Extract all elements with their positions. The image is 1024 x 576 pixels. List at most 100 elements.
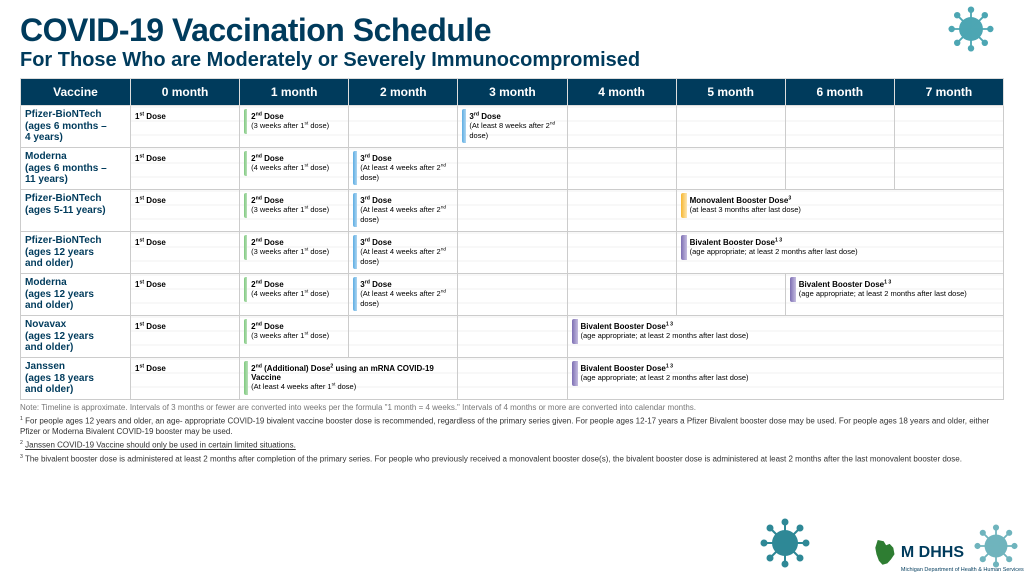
schedule-cell [676, 106, 785, 148]
dose-block: 3rd Dose(At least 4 weeks after 2nd dose… [353, 151, 453, 185]
schedule-cell: 1st Dose [131, 148, 240, 190]
dose-block: Bivalent Booster Dose1 3(age appropriate… [681, 235, 863, 260]
schedule-cell: 1st Dose [131, 190, 240, 232]
schedule-cell: 1st Dose [131, 358, 240, 400]
footnote: 2 Janssen COVID-19 Vaccine should only b… [20, 440, 1004, 451]
schedule-cell [676, 148, 785, 190]
virus-icon [948, 6, 994, 52]
schedule-cell [349, 316, 458, 358]
dose-block: 3rd Dose(At least 4 weeks after 2nd dose… [353, 235, 453, 269]
schedule-cell [567, 190, 676, 232]
footnote: 1 For people ages 12 years and older, an… [20, 416, 1004, 438]
dose-block: 2nd Dose(3 weeks after 1st dose) [244, 109, 334, 134]
vaccine-name-cell: Janssen(ages 18 yearsand older) [21, 358, 131, 400]
mdhhs-subtext: Michigan Department of Health & Human Se… [901, 567, 1024, 573]
table-row: Moderna(ages 12 yearsand older) 1st Dose 2… [21, 274, 1004, 316]
vaccine-name-cell: Moderna(ages 12 yearsand older) [21, 274, 131, 316]
vaccine-name-cell: Pfizer-BioNTech(ages 12 yearsand older) [21, 232, 131, 274]
schedule-cell [894, 106, 1003, 148]
schedule-cell: 1st Dose [131, 274, 240, 316]
dose-block: 2nd (Additional) Dose2 using an mRNA COV… [244, 361, 453, 395]
schedule-cell: Bivalent Booster Dose1 3(age appropriate… [567, 316, 1004, 358]
table-row: Novavax(ages 12 yearsand older) 1st Dose 2… [21, 316, 1004, 358]
dose-block: 1st Dose [135, 319, 171, 334]
schedule-cell: Bivalent Booster Dose1 3(age appropriate… [567, 358, 1004, 400]
vaccine-name-cell: Pfizer-BioNTech(ages 5-11 years) [21, 190, 131, 232]
dose-block: 1st Dose [135, 151, 171, 166]
timeline-note: Note: Timeline is approximate. Intervals… [20, 403, 1004, 412]
column-header: 4 month [567, 79, 676, 106]
column-header: 2 month [349, 79, 458, 106]
column-header: 6 month [785, 79, 894, 106]
schedule-cell [458, 316, 567, 358]
schedule-cell [458, 358, 567, 400]
schedule-cell: 3rd Dose(At least 4 weeks after 2nd dose… [349, 274, 458, 316]
vaccine-name-cell: Novavax(ages 12 yearsand older) [21, 316, 131, 358]
footnote: 3 The bivalent booster dose is administe… [20, 454, 1004, 465]
schedule-cell: Bivalent Booster Dose1 3(age appropriate… [785, 274, 1003, 316]
schedule-cell: 3rd Dose(At least 4 weeks after 2nd dose… [349, 232, 458, 274]
dose-block: Bivalent Booster Dose1 3(age appropriate… [572, 361, 754, 386]
schedule-cell [567, 106, 676, 148]
schedule-cell [349, 106, 458, 148]
dose-block: 2nd Dose(3 weeks after 1st dose) [244, 235, 334, 260]
column-header: 3 month [458, 79, 567, 106]
schedule-cell: 2nd Dose(4 weeks after 1st dose) [240, 148, 349, 190]
schedule-cell: 2nd Dose(3 weeks after 1st dose) [240, 316, 349, 358]
schedule-cell: Bivalent Booster Dose1 3(age appropriate… [676, 232, 1003, 274]
schedule-cell: 3rd Dose(At least 8 weeks after 2nd dose… [458, 106, 567, 148]
column-header: 0 month [131, 79, 240, 106]
dose-block: Bivalent Booster Dose1 3(age appropriate… [572, 319, 754, 344]
schedule-cell: 2nd Dose(3 weeks after 1st dose) [240, 232, 349, 274]
dose-block: 1st Dose [135, 193, 171, 208]
mdhhs-logo: M DHHS Michigan Department of Health & H… [873, 540, 964, 566]
vaccine-name-cell: Moderna(ages 6 months –11 years) [21, 148, 131, 190]
schedule-cell: 2nd Dose(3 weeks after 1st dose) [240, 106, 349, 148]
table-row: Janssen(ages 18 yearsand older) 1st Dose 2… [21, 358, 1004, 400]
dose-block: 3rd Dose(At least 4 weeks after 2nd dose… [353, 277, 453, 311]
dose-block: 2nd Dose(3 weeks after 1st dose) [244, 319, 334, 344]
schedule-cell [567, 232, 676, 274]
schedule-cell [785, 148, 894, 190]
schedule-cell [458, 190, 567, 232]
table-row: Moderna(ages 6 months –11 years) 1st Dose… [21, 148, 1004, 190]
schedule-cell: 1st Dose [131, 232, 240, 274]
mdhhs-text: M DHHS [901, 544, 964, 562]
schedule-cell [458, 232, 567, 274]
michigan-icon [873, 540, 897, 566]
schedule-cell [458, 274, 567, 316]
dose-block: 2nd Dose(3 weeks after 1st dose) [244, 193, 334, 218]
dose-block: 1st Dose [135, 277, 171, 292]
schedule-cell [458, 148, 567, 190]
dose-block: 2nd Dose(4 weeks after 1st dose) [244, 277, 334, 302]
schedule-cell: 3rd Dose(At least 4 weeks after 2nd dose… [349, 148, 458, 190]
table-row: Pfizer-BioNTech(ages 12 yearsand older) 1… [21, 232, 1004, 274]
schedule-cell: 1st Dose [131, 106, 240, 148]
vaccine-name-cell: Pfizer-BioNTech(ages 6 months –4 years) [21, 106, 131, 148]
page-title: COVID-19 Vaccination Schedule [20, 12, 1004, 49]
table-row: Pfizer-BioNTech(ages 5-11 years) 1st Dose… [21, 190, 1004, 232]
schedule-table: Vaccine0 month1 month2 month3 month4 mon… [20, 78, 1004, 400]
dose-block: 3rd Dose(At least 8 weeks after 2nd dose… [462, 109, 562, 143]
dose-block: Monovalent Booster Dose3(at least 3 mont… [681, 193, 806, 218]
dose-block: 2nd Dose(4 weeks after 1st dose) [244, 151, 334, 176]
dose-block: 1st Dose [135, 361, 171, 376]
column-header: 1 month [240, 79, 349, 106]
schedule-cell [567, 148, 676, 190]
virus-icon [974, 524, 1018, 568]
schedule-cell: 3rd Dose(At least 4 weeks after 2nd dose… [349, 190, 458, 232]
schedule-cell: Monovalent Booster Dose3(at least 3 mont… [676, 190, 1003, 232]
dose-block: Bivalent Booster Dose1 3(age appropriate… [790, 277, 972, 302]
schedule-cell [567, 274, 676, 316]
schedule-cell [676, 274, 785, 316]
schedule-cell: 2nd Dose(3 weeks after 1st dose) [240, 190, 349, 232]
column-header: Vaccine [21, 79, 131, 106]
schedule-cell [785, 106, 894, 148]
dose-block: 1st Dose [135, 109, 171, 124]
column-header: 7 month [894, 79, 1003, 106]
column-header: 5 month [676, 79, 785, 106]
footnotes: 1 For people ages 12 years and older, an… [20, 416, 1004, 465]
schedule-cell: 1st Dose [131, 316, 240, 358]
dose-block: 1st Dose [135, 235, 171, 250]
dose-block: 3rd Dose(At least 4 weeks after 2nd dose… [353, 193, 453, 227]
